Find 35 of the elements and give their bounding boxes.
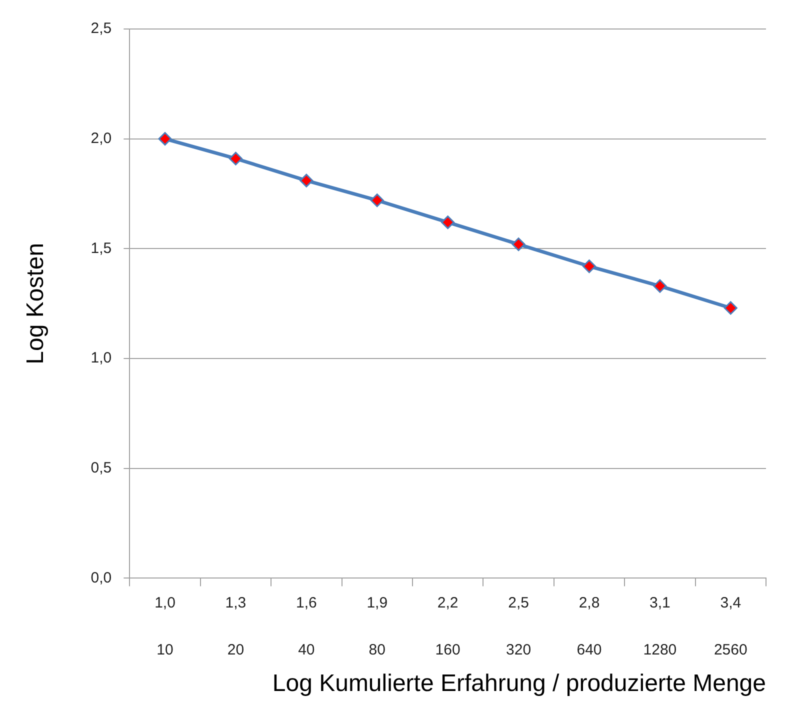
- text: 1280: [643, 641, 677, 658]
- point: [653, 279, 667, 293]
- text: 2560: [714, 641, 748, 658]
- point: [370, 194, 384, 208]
- x-tick-label: 2,8: [578, 594, 600, 612]
- point: [300, 174, 314, 188]
- y-tick-label: 1,5: [90, 240, 112, 257]
- x-tick-label: 1,0: [154, 594, 176, 612]
- y-tick-label: 1,0: [90, 350, 112, 367]
- x-tick-label: 1,3: [225, 594, 246, 612]
- y-tick-label: 0,0: [90, 569, 112, 586]
- y-axis-title: Log Kosten: [22, 242, 50, 364]
- point: [724, 301, 738, 315]
- x-tick-label: 2,2: [437, 594, 458, 612]
- x-tick-label: 1,9: [366, 594, 388, 612]
- x-tick-label: 3,1: [650, 594, 670, 612]
- point: [228, 152, 242, 166]
- y-tick-label: 0,5: [90, 460, 112, 476]
- point: [158, 132, 172, 146]
- x-tick-label: 3,4: [720, 594, 742, 612]
- text: 40: [298, 641, 315, 658]
- x-tick-label: 1,6: [296, 594, 317, 612]
- x-axis-title: Log Kumulierte Erfahrung / produzierte Menge: [272, 670, 766, 698]
- text: 80: [368, 641, 386, 658]
- point: [512, 238, 526, 252]
- y-tick-label: 2,5: [90, 20, 112, 38]
- text: 10: [156, 641, 174, 658]
- point: [441, 216, 455, 230]
- x-tick-label: 2,5: [508, 594, 529, 612]
- y-tick-label: 2,0: [90, 130, 112, 147]
- text: 160: [435, 641, 460, 658]
- text: 320: [506, 641, 532, 658]
- point: [582, 260, 596, 274]
- text: 20: [227, 641, 244, 658]
- text: 640: [576, 641, 602, 658]
